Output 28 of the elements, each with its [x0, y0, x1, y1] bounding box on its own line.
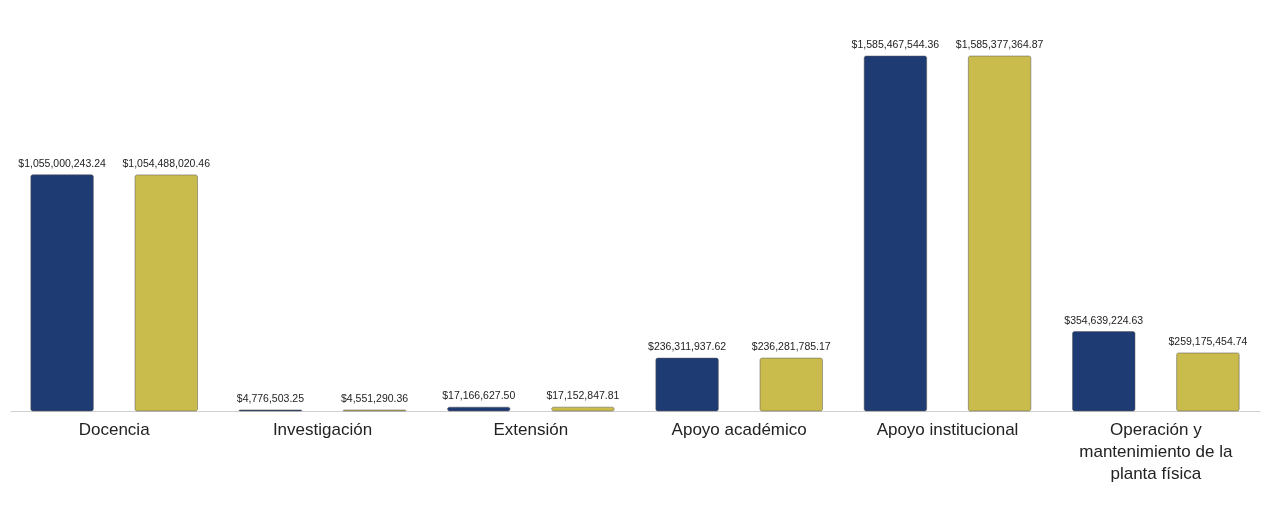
bar — [447, 406, 511, 412]
data-label: $236,281,785.17 — [751, 340, 831, 353]
bar — [863, 55, 927, 412]
data-label: $1,585,467,544.36 — [851, 38, 940, 50]
data-label: $4,776,503.25 — [236, 391, 305, 404]
bar — [1176, 352, 1240, 412]
bar — [759, 357, 823, 412]
bar — [134, 174, 198, 412]
data-label: $17,152,847.81 — [546, 389, 620, 402]
data-label: $1,054,488,020.46 — [122, 156, 211, 169]
data-label: $236,311,937.62 — [648, 340, 727, 353]
bar — [1072, 331, 1136, 412]
data-label: $1,585,377,364.87 — [955, 38, 1044, 51]
data-label: $4,551,290.36 — [341, 391, 409, 404]
x-tick-label: Docencia — [78, 419, 151, 439]
data-label: $1,055,000,243.24 — [18, 156, 107, 169]
data-label: $354,639,224.63 — [1064, 313, 1144, 326]
x-tick-label: Extensión — [493, 419, 569, 439]
bar — [968, 55, 1032, 412]
bar — [551, 406, 615, 412]
x-tick-label: Investigación — [272, 419, 373, 439]
bar — [655, 357, 719, 412]
data-label: $259,175,454.74 — [1168, 334, 1248, 347]
data-label: $17,166,627.50 — [442, 389, 516, 402]
x-tick-label: Apoyo académico — [671, 419, 807, 439]
x-tick-label: Apoyo institucional — [876, 419, 1019, 439]
x-tick-label: Operación y mantenimiento de la planta física — [1079, 419, 1233, 483]
bar — [30, 174, 94, 412]
